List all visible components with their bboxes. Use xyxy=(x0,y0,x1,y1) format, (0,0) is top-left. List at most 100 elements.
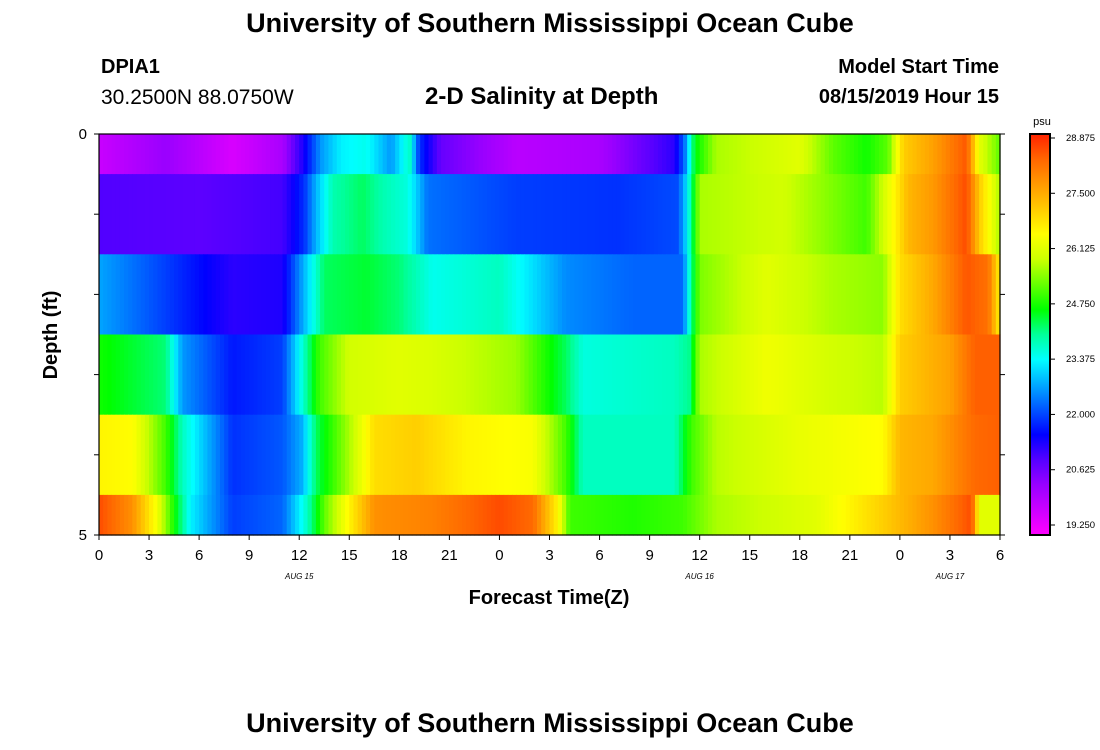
heatmap-cell xyxy=(708,174,713,255)
heatmap-cell xyxy=(207,494,213,536)
heatmap-cell xyxy=(332,414,338,496)
heatmap-cell xyxy=(899,134,905,175)
heatmap-cell xyxy=(274,414,279,496)
heatmap-cell xyxy=(962,134,968,175)
heatmap-cell xyxy=(320,174,325,255)
heatmap-cell xyxy=(879,334,884,416)
heatmap-cell xyxy=(495,254,501,336)
heatmap-cell xyxy=(411,334,417,416)
heatmap-cell xyxy=(286,414,292,496)
heatmap-cell xyxy=(904,254,909,336)
heatmap-cell xyxy=(987,134,993,175)
heatmap-cell xyxy=(282,254,288,336)
heatmap-cell xyxy=(541,334,546,416)
heatmap-cell xyxy=(340,334,346,416)
heatmap-cell xyxy=(236,494,242,536)
heatmap-cell xyxy=(499,254,505,336)
heatmap-cell xyxy=(361,174,367,255)
heatmap-cell xyxy=(570,334,576,416)
heatmap-cell xyxy=(828,174,834,255)
heatmap-cell xyxy=(895,414,901,496)
heatmap-cell xyxy=(265,414,271,496)
heatmap-cell xyxy=(157,254,163,336)
heatmap-cell xyxy=(816,494,822,536)
heatmap-cell xyxy=(103,134,108,175)
heatmap-cell xyxy=(712,494,717,536)
heatmap-cell xyxy=(574,494,580,536)
heatmap-cell xyxy=(99,174,104,255)
heatmap-cell xyxy=(628,334,634,416)
heatmap-cell xyxy=(945,414,951,496)
heatmap-cell xyxy=(879,494,884,536)
heatmap-cell xyxy=(436,414,442,496)
heatmap-cell xyxy=(315,174,321,255)
heatmap-cell xyxy=(499,174,505,255)
heatmap-cell xyxy=(165,174,171,255)
heatmap-cell xyxy=(870,414,876,496)
heatmap-cell xyxy=(854,134,859,175)
heatmap-cell xyxy=(153,134,158,175)
heatmap-cell xyxy=(949,174,955,255)
heatmap-cell xyxy=(924,494,930,536)
heatmap-cell xyxy=(178,254,184,336)
heatmap-cell xyxy=(503,174,509,255)
heatmap-cell xyxy=(745,254,751,336)
heatmap-cell xyxy=(503,334,509,416)
heatmap-cell xyxy=(249,174,254,255)
heatmap-cell xyxy=(165,414,171,496)
heatmap-cell xyxy=(716,254,722,336)
heatmap-cell xyxy=(682,334,688,416)
heatmap-cell xyxy=(353,334,359,416)
heatmap-cell xyxy=(828,254,834,336)
heatmap-cell xyxy=(824,334,830,416)
heatmap-cell xyxy=(516,254,521,336)
heatmap-cell xyxy=(111,414,117,496)
heatmap-cell xyxy=(557,174,563,255)
heatmap-cell xyxy=(190,254,196,336)
heatmap-cell xyxy=(278,414,284,496)
heatmap-cell xyxy=(328,174,334,255)
heatmap-cell xyxy=(674,174,680,255)
heatmap-cell xyxy=(253,414,259,496)
heatmap-cell xyxy=(194,174,200,255)
heatmap-cell xyxy=(261,174,267,255)
heatmap-cell xyxy=(103,334,108,416)
heatmap-cell xyxy=(528,494,534,536)
heatmap-cell xyxy=(820,134,826,175)
heatmap-cell xyxy=(795,334,801,416)
heatmap-cell xyxy=(632,494,638,536)
heatmap-cell xyxy=(929,174,934,255)
heatmap-cell xyxy=(128,414,133,496)
heatmap-cell xyxy=(245,334,250,416)
heatmap-cell xyxy=(349,334,355,416)
colorbar-tick-label: 26.125 xyxy=(1066,244,1095,255)
heatmap-cell xyxy=(532,414,538,496)
heatmap-cell xyxy=(420,334,425,416)
heatmap-cell xyxy=(361,414,367,496)
heatmap-cell xyxy=(966,494,972,536)
heatmap-cell xyxy=(445,174,450,255)
heatmap-cell xyxy=(691,414,697,496)
heatmap-cell xyxy=(307,174,313,255)
heatmap-cell xyxy=(182,174,188,255)
heatmap-cell xyxy=(974,334,980,416)
heatmap-cell xyxy=(916,134,922,175)
heatmap-cell xyxy=(511,254,517,336)
heatmap-cell xyxy=(169,494,175,536)
heatmap-cell xyxy=(428,174,434,255)
heatmap-cell xyxy=(520,334,526,416)
heatmap-cell xyxy=(870,254,876,336)
heatmap-cell xyxy=(620,174,626,255)
heatmap-cell xyxy=(119,334,125,416)
heatmap-cell xyxy=(854,174,859,255)
heatmap-cell xyxy=(528,254,534,336)
heatmap-cell xyxy=(958,334,964,416)
heatmap-cell xyxy=(386,494,392,536)
heatmap-cell xyxy=(324,174,330,255)
heatmap-cell xyxy=(453,254,459,336)
heatmap-cell xyxy=(816,334,822,416)
heatmap-cell xyxy=(340,494,346,536)
heatmap-cell xyxy=(699,134,705,175)
heatmap-cell xyxy=(507,414,513,496)
heatmap-cell xyxy=(891,134,897,175)
